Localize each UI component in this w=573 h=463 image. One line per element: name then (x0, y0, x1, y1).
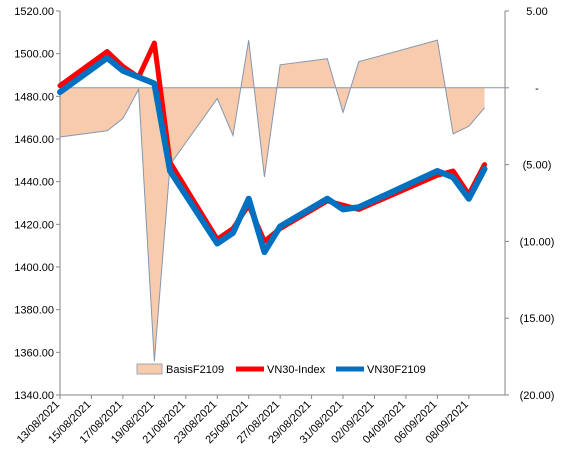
legend-label-basisf2109: BasisF2109 (166, 364, 224, 376)
right-tick-label: (20.00) (520, 390, 555, 402)
lines-layer (57, 40, 488, 256)
left-tick-label: 1360.00 (14, 347, 54, 359)
axes-layer (56, 10, 509, 399)
legend: BasisF2109 VN30-Index VN30F2109 (136, 363, 426, 376)
legend-label-vn30f2109: VN30F2109 (367, 364, 426, 376)
left-tick-label: 1480.00 (14, 91, 54, 103)
right-tick-label: - (535, 83, 539, 95)
left-tick-label: 1380.00 (14, 305, 54, 317)
legend-swatch-basisf2109 (136, 363, 163, 375)
right-tick-label: (15.00) (520, 313, 555, 325)
left-tick-label: 1500.00 (14, 49, 54, 61)
basis-area-layer (59, 39, 505, 362)
right-tick-label: (10.00) (520, 236, 555, 248)
left-tick-label: 1400.00 (14, 262, 54, 274)
legend-label-vn30-index: VN30-Index (267, 364, 326, 376)
left-tick-label: 1520.00 (14, 6, 54, 18)
series-basisf2109-outline (59, 39, 485, 362)
right-tick-label: 5.00 (526, 6, 547, 18)
left-tick-label: 1420.00 (14, 219, 54, 231)
right-tick-label: (5.00) (523, 160, 552, 172)
left-tick-label: 1440.00 (14, 177, 54, 189)
series-vn30f2109-line (57, 54, 488, 256)
series-basisf2109-area (60, 40, 485, 362)
left-tick-label: 1340.00 (14, 390, 54, 402)
left-tick-label: 1460.00 (14, 134, 54, 146)
